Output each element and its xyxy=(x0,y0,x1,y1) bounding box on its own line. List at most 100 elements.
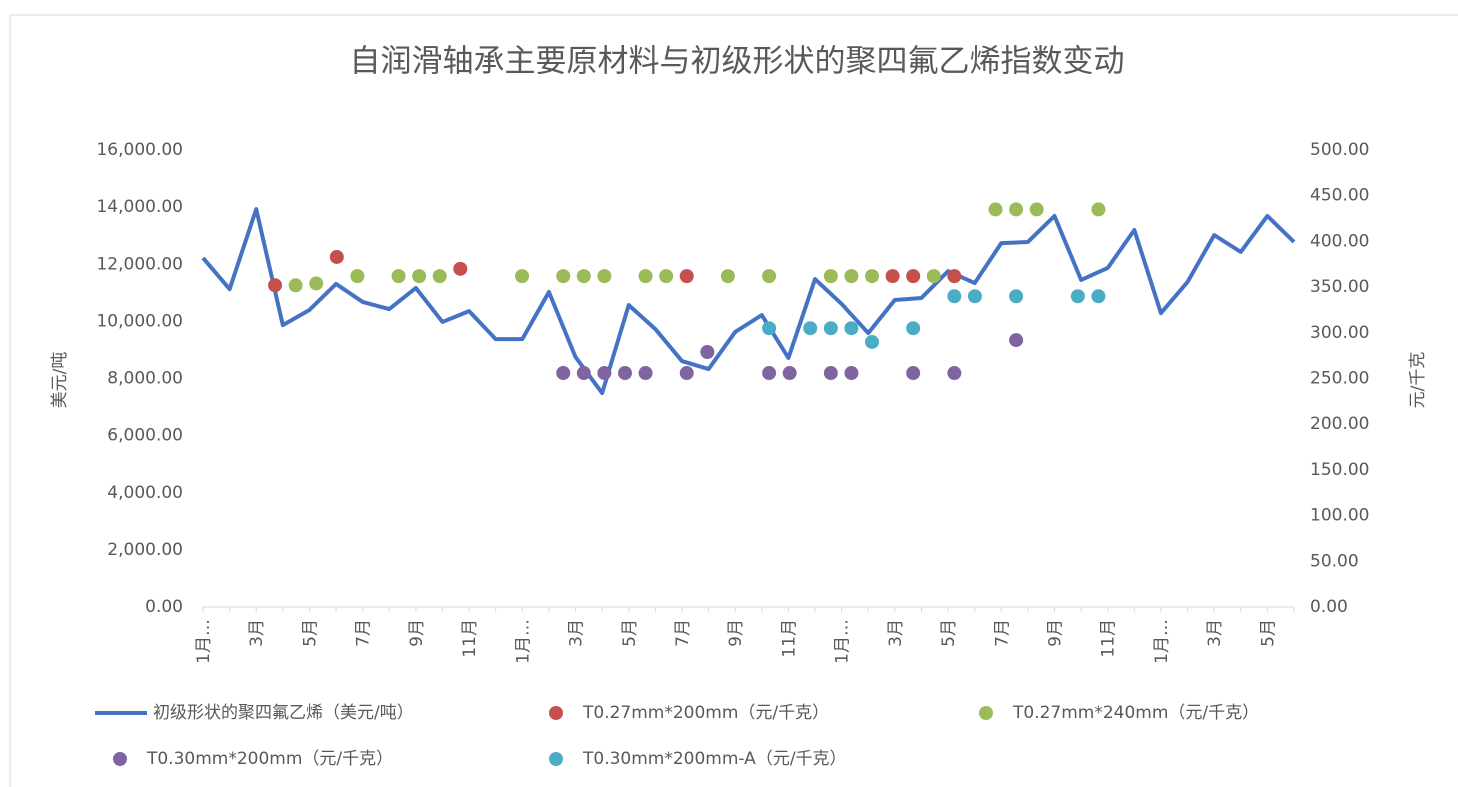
y-tick-label: 0.00 xyxy=(145,597,183,617)
x-tick-label: 5月 xyxy=(300,619,320,647)
x-tick-label: 1月… xyxy=(513,619,533,664)
scatter-point xyxy=(1091,202,1106,217)
legend-label: 初级形状的聚四氟乙烯（美元/吨） xyxy=(153,703,414,723)
x-tick-label: 5月 xyxy=(939,619,959,647)
scatter-point xyxy=(329,249,344,264)
y2-tick-label: 450.00 xyxy=(1310,186,1369,206)
scatter-point xyxy=(844,321,859,336)
scatter-point xyxy=(350,269,365,284)
y2-tick-label: 400.00 xyxy=(1310,231,1369,251)
legend-swatch xyxy=(979,706,993,720)
scatter-point xyxy=(988,202,1003,217)
scatter-point xyxy=(782,366,797,381)
y2-tick-label: 200.00 xyxy=(1310,414,1369,434)
scatter-point xyxy=(967,289,982,304)
scatter-point xyxy=(865,334,880,349)
x-tick-label: 3月 xyxy=(247,619,267,647)
x-tick-label: 9月 xyxy=(726,619,746,647)
scatter-point xyxy=(926,269,941,284)
scatter-point xyxy=(906,366,921,381)
x-tick-label: 5月 xyxy=(1258,619,1278,647)
y-tick-label: 10,000.00 xyxy=(96,311,183,331)
x-tick-label: 7月 xyxy=(354,619,374,647)
x-tick-label: 3月 xyxy=(1205,619,1225,647)
y2-axis-label: 元/千克 xyxy=(1408,352,1428,409)
scatter-point xyxy=(1029,202,1044,217)
scatter-point xyxy=(309,276,324,291)
scatter-point xyxy=(597,269,612,284)
scatter-point xyxy=(576,366,591,381)
legend-label: T0.27mm*200mm（元/千克） xyxy=(582,703,829,723)
scatter-point xyxy=(762,366,777,381)
scatter-point xyxy=(617,366,632,381)
y-tick-label: 6,000.00 xyxy=(107,426,183,446)
x-tick-label: 7月 xyxy=(992,619,1012,647)
y-tick-label: 2,000.00 xyxy=(107,540,183,560)
scatter-point xyxy=(679,366,694,381)
x-tick-label: 9月 xyxy=(1046,619,1066,647)
x-tick-label: 3月 xyxy=(567,619,587,647)
legend-swatch xyxy=(549,706,563,720)
x-tick-label: 11月 xyxy=(779,619,799,658)
y2-tick-label: 250.00 xyxy=(1310,369,1369,389)
y-tick-label: 4,000.00 xyxy=(107,483,183,503)
scatter-point xyxy=(391,269,406,284)
chart-frame xyxy=(9,14,1458,787)
scatter-point xyxy=(947,269,962,284)
y2-tick-label: 300.00 xyxy=(1310,323,1369,343)
x-tick-label: 1月… xyxy=(194,619,214,664)
scatter-point xyxy=(597,366,612,381)
scatter-point xyxy=(823,269,838,284)
scatter-point xyxy=(947,366,962,381)
scatter-point xyxy=(1009,289,1024,304)
x-tick-label: 5月 xyxy=(620,619,640,647)
x-tick-label: 11月 xyxy=(460,619,480,658)
scatter-point xyxy=(432,269,447,284)
legend-label: T0.27mm*240mm（元/千克） xyxy=(1012,703,1259,723)
scatter-point xyxy=(823,321,838,336)
y-tick-label: 16,000.00 xyxy=(96,140,183,160)
scatter-point xyxy=(720,269,735,284)
chart-title: 自润滑轴承主要原材料与初级形状的聚四氟乙烯指数变动 xyxy=(350,44,1125,80)
scatter-point xyxy=(762,321,777,336)
scatter-point xyxy=(947,289,962,304)
x-tick-label: 1月… xyxy=(833,619,853,664)
scatter-point xyxy=(576,269,591,284)
scatter-point xyxy=(1091,289,1106,304)
x-tick-label: 1月… xyxy=(1152,619,1172,664)
x-tick-label: 3月 xyxy=(886,619,906,647)
scatter-point xyxy=(1009,333,1024,348)
y2-tick-label: 100.00 xyxy=(1310,506,1369,526)
scatter-point xyxy=(700,344,715,359)
scatter-point xyxy=(823,366,838,381)
y2-tick-label: 350.00 xyxy=(1310,277,1369,297)
y2-tick-label: 150.00 xyxy=(1310,460,1369,480)
y2-tick-label: 500.00 xyxy=(1310,140,1369,160)
scatter-point xyxy=(803,321,818,336)
legend-swatch xyxy=(549,752,563,766)
y-tick-label: 12,000.00 xyxy=(96,254,183,274)
y-tick-label: 14,000.00 xyxy=(96,197,183,217)
scatter-point xyxy=(679,269,694,284)
scatter-point xyxy=(288,278,303,293)
scatter-point xyxy=(865,269,880,284)
y2-tick-label: 0.00 xyxy=(1310,597,1348,617)
x-tick-label: 11月 xyxy=(1099,619,1119,658)
legend-label: T0.30mm*200mm-A（元/千克） xyxy=(582,749,847,769)
scatter-point xyxy=(906,269,921,284)
legend-label: T0.30mm*200mm（元/千克） xyxy=(146,749,393,769)
y-tick-label: 8,000.00 xyxy=(107,369,183,389)
x-tick-label: 7月 xyxy=(673,619,693,647)
scatter-point xyxy=(844,269,859,284)
scatter-point xyxy=(885,269,900,284)
scatter-point xyxy=(453,261,468,276)
x-tick-label: 9月 xyxy=(407,619,427,647)
scatter-point xyxy=(659,269,674,284)
scatter-point xyxy=(1070,289,1085,304)
scatter-point xyxy=(906,321,921,336)
scatter-point xyxy=(268,278,283,293)
scatter-point xyxy=(1009,202,1024,217)
scatter-point xyxy=(556,366,571,381)
